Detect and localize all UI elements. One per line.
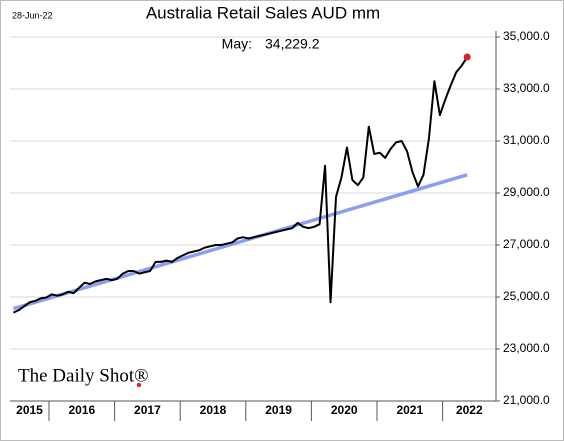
x-tick-label: 2017 [134,403,161,417]
y-tick-label: 35,000.0 [503,29,550,43]
x-tick-label: 2020 [331,403,358,417]
x-tick-label: 2022 [456,403,483,417]
annotation-value: 34,229.2 [265,36,320,52]
x-tick-label: 2015 [16,403,43,417]
line [13,56,469,314]
x-tick-label: 2018 [200,403,227,417]
y-tick-label: 33,000.0 [503,81,550,95]
y-tick-label: 23,000.0 [503,341,550,355]
watermark-dot [136,382,142,388]
date: 28-Jun-22 [12,10,53,20]
watermark: The Daily Shot® [18,365,149,386]
y-tick-label: 29,000.0 [503,185,550,199]
y-tick-label: 25,000.0 [503,289,550,303]
x-tick-label: 2021 [396,403,423,417]
x-tick-label: 2019 [265,403,292,417]
y-tick-label: 27,000.0 [503,237,550,251]
y-tick-label: 21,000.0 [503,393,550,407]
x-tick-label: 2016 [68,403,95,417]
trend-line [12,173,468,311]
annotation-label: May: [222,36,252,52]
y-tick-label: 31,000.0 [503,133,550,147]
chart-title: Australia Retail Sales AUD mm [146,3,380,22]
last-point [463,53,471,61]
